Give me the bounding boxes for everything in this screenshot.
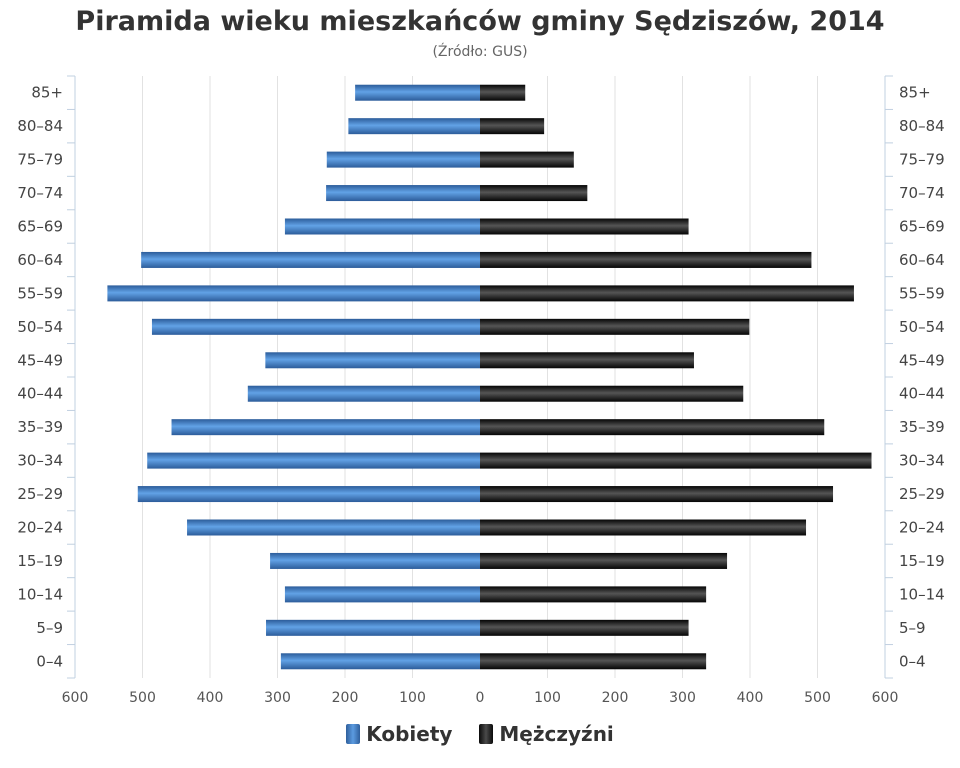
category-label-right: 80–84 [899, 117, 945, 135]
category-label-left: 10–14 [17, 585, 63, 603]
bar-women [107, 285, 481, 302]
x-tick-label: 200 [602, 690, 629, 706]
x-tick-label: 500 [804, 690, 831, 706]
bar-men [480, 586, 707, 603]
bar-men [480, 84, 526, 101]
chart-subtitle: (Źródło: GUS) [432, 44, 528, 60]
category-label-right: 40–44 [899, 385, 945, 403]
bar-women [326, 151, 480, 168]
x-tick-label: 0 [476, 690, 485, 706]
x-tick-label: 600 [872, 690, 899, 706]
bar-women [326, 185, 480, 202]
bar-men [480, 385, 744, 402]
bar-women [355, 84, 480, 101]
bar-men [480, 151, 574, 168]
bar-women [147, 452, 480, 469]
bar-men [480, 285, 854, 302]
category-label-right: 65–69 [899, 218, 945, 236]
category-label-right: 20–24 [899, 519, 945, 537]
legend: Kobiety Mężczyźni [0, 722, 960, 749]
category-label-left: 15–19 [17, 552, 63, 570]
category-label-left: 35–39 [17, 418, 63, 436]
x-tick-label: 200 [332, 690, 359, 706]
bar-men [480, 452, 872, 469]
category-label-right: 45–49 [899, 351, 945, 369]
bar-women [141, 251, 480, 268]
category-label-right: 55–59 [899, 284, 945, 302]
category-label-right: 10–14 [899, 585, 945, 603]
x-tick-label: 100 [534, 690, 561, 706]
bar-women [266, 619, 480, 636]
bar-men [480, 486, 834, 503]
category-label-left: 50–54 [17, 318, 63, 336]
legend-item-women[interactable]: Kobiety [346, 722, 452, 746]
legend-label-men: Mężczyźni [499, 722, 614, 746]
category-label-left: 30–34 [17, 452, 63, 470]
chart-title: Piramida wieku mieszkańców gminy Sędzisz… [75, 6, 885, 37]
labels: 600 500 400 300 200 100 0 100 200 300 400 500 600 0–4… [17, 84, 944, 706]
category-label-right: 85+ [899, 84, 931, 102]
bar-men [480, 552, 728, 569]
x-tick-label: 100 [399, 690, 426, 706]
x-tick-label: 400 [737, 690, 764, 706]
bars [107, 84, 872, 670]
category-label-left: 70–74 [17, 184, 63, 202]
x-tick-label: 400 [197, 690, 224, 706]
legend-item-men[interactable]: Mężczyźni [479, 722, 614, 746]
bar-men [480, 352, 694, 369]
category-label-left: 65–69 [17, 218, 63, 236]
bar-women [280, 653, 480, 670]
x-tick-label: 300 [264, 690, 291, 706]
category-label-right: 60–64 [899, 251, 945, 269]
category-label-left: 45–49 [17, 351, 63, 369]
bar-women [137, 486, 480, 503]
bar-men [480, 118, 545, 135]
bar-women [187, 519, 481, 536]
category-label-right: 15–19 [899, 552, 945, 570]
category-label-left: 5–9 [36, 619, 63, 637]
bar-women [348, 118, 480, 135]
category-label-left: 25–29 [17, 485, 63, 503]
category-label-left: 40–44 [17, 385, 63, 403]
category-label-left: 85+ [31, 84, 63, 102]
bar-women [284, 218, 480, 235]
category-label-left: 60–64 [17, 251, 63, 269]
legend-swatch-men [479, 724, 494, 744]
legend-label-women: Kobiety [366, 722, 453, 746]
x-tick-label: 600 [62, 690, 89, 706]
bar-women [284, 586, 480, 603]
bar-women [265, 352, 480, 369]
bar-men [480, 653, 707, 670]
x-tick-label: 300 [669, 690, 696, 706]
bar-men [480, 419, 825, 436]
category-label-left: 75–79 [17, 151, 63, 169]
category-label-right: 30–34 [899, 452, 945, 470]
category-label-left: 20–24 [17, 519, 63, 537]
category-label-right: 5–9 [899, 619, 926, 637]
category-label-left: 80–84 [17, 117, 63, 135]
bar-women [247, 385, 480, 402]
category-label-right: 75–79 [899, 151, 945, 169]
category-label-right: 25–29 [899, 485, 945, 503]
bar-men [480, 619, 689, 636]
x-tick-label: 500 [129, 690, 156, 706]
bar-men [480, 218, 689, 235]
category-label-left: 0–4 [36, 652, 63, 670]
category-label-right: 0–4 [899, 652, 926, 670]
bar-men [480, 519, 807, 536]
category-label-right: 35–39 [899, 418, 945, 436]
bar-women [151, 318, 480, 335]
legend-swatch-women [346, 724, 361, 744]
bar-women [171, 419, 480, 436]
category-label-right: 70–74 [899, 184, 945, 202]
axes [67, 75, 893, 679]
category-label-right: 50–54 [899, 318, 945, 336]
bar-men [480, 185, 588, 202]
bar-women [270, 552, 480, 569]
category-label-left: 55–59 [17, 284, 63, 302]
bar-men [480, 251, 812, 268]
bar-men [480, 318, 750, 335]
